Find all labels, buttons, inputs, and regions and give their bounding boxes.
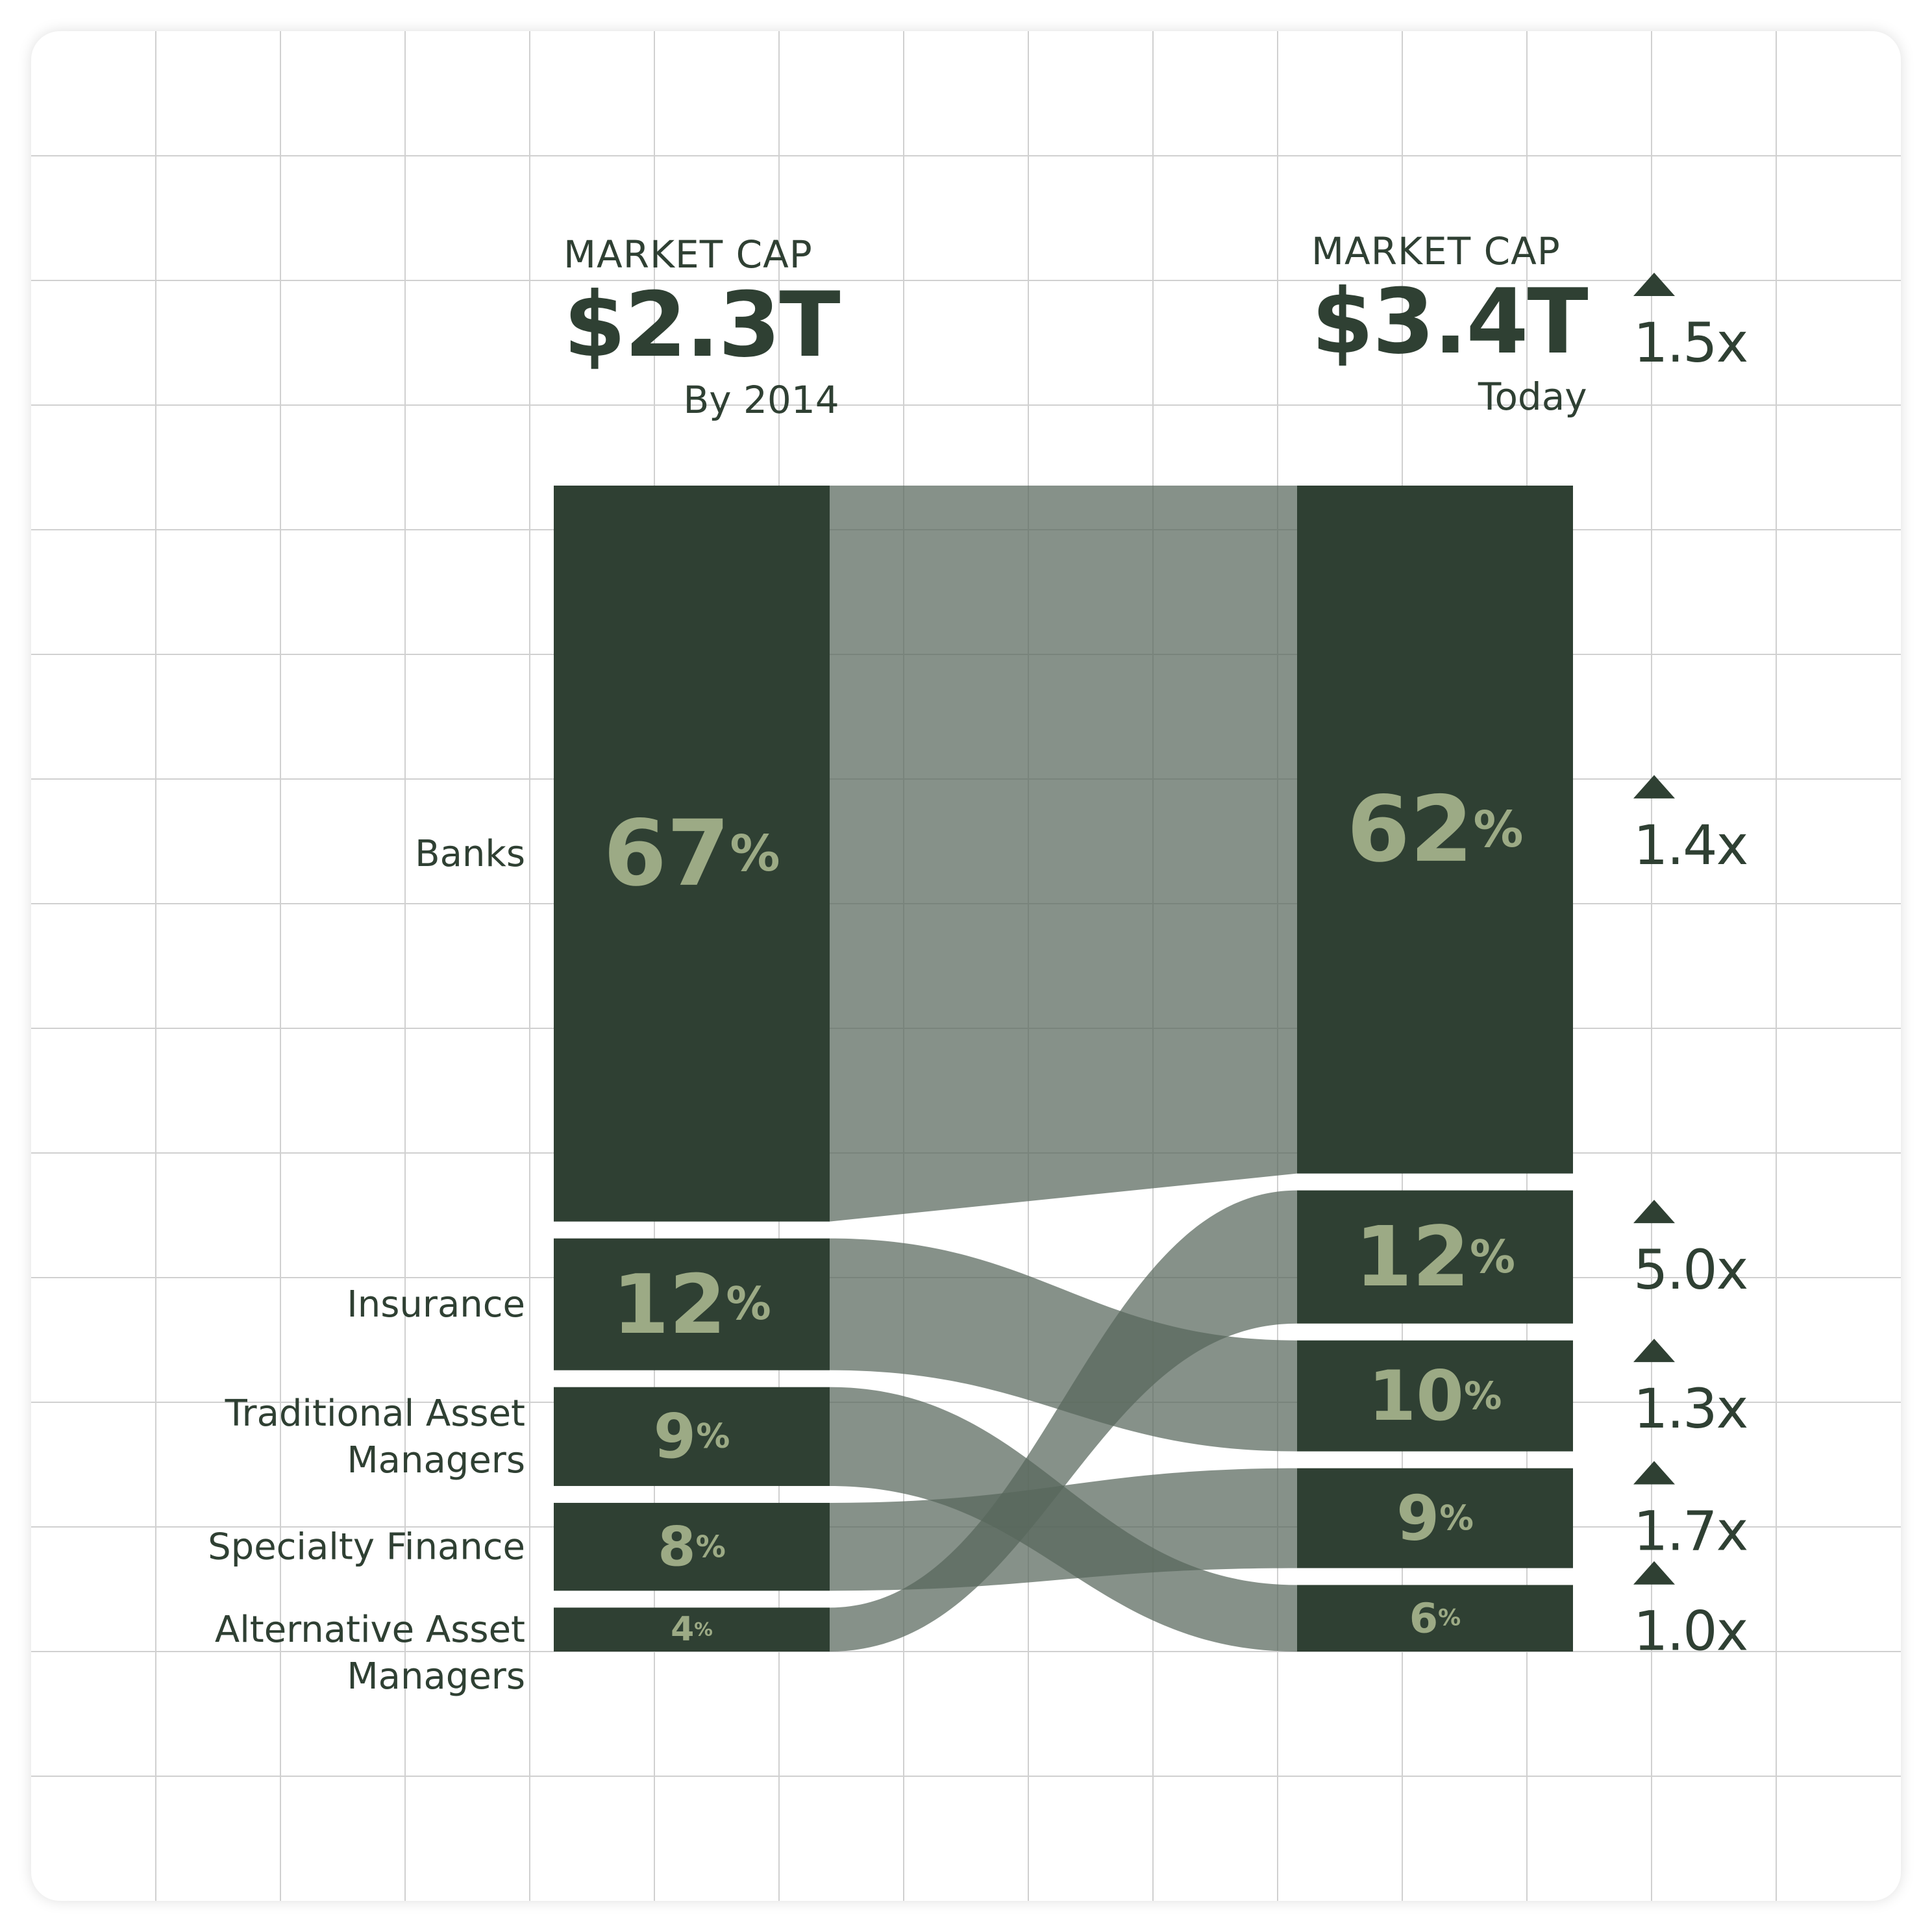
bar-right-traditional-asset-managers bbox=[1297, 1585, 1573, 1652]
growth-specialty-finance-arrow-icon bbox=[1633, 1461, 1675, 1485]
growth-banks-arrow-icon bbox=[1633, 774, 1675, 799]
bar-right-banks bbox=[1297, 486, 1573, 1174]
growth-alternative-asset-managers-arrow-icon bbox=[1633, 1200, 1675, 1224]
right-header: MARKET CAP $3.4T Today bbox=[1311, 229, 1589, 419]
right-market-cap-date: Today bbox=[1478, 375, 1587, 419]
bars bbox=[554, 486, 1573, 1652]
growth-specialty-finance: 1.7x bbox=[1633, 1500, 1747, 1563]
bar-right-specialty-finance bbox=[1297, 1468, 1573, 1568]
left-market-cap-date: By 2014 bbox=[683, 378, 839, 422]
flow-insurance bbox=[830, 1238, 1297, 1452]
right-market-cap-value: $3.4T bbox=[1311, 269, 1589, 374]
category-label-insurance: Insurance bbox=[347, 1283, 525, 1326]
bar-right-insurance bbox=[1297, 1340, 1573, 1452]
flow-bands bbox=[830, 486, 1297, 1652]
category-label-alternative-asset-managers: Alternative Asset Managers bbox=[215, 1609, 525, 1698]
growth-alternative-asset-managers: 5.0x bbox=[1633, 1238, 1747, 1302]
value-right-banks: 62% bbox=[1347, 776, 1524, 882]
bar-left-specialty-finance bbox=[554, 1502, 830, 1591]
value-left-insurance: 12% bbox=[612, 1257, 771, 1352]
bar-left-alternative-asset-managers bbox=[554, 1607, 830, 1652]
labels: 67% 12% 9% 8% 4% 62% 12% 10% 9% 6% Banks Insurance T… bbox=[208, 273, 1748, 1698]
flow-alternative-asset-managers bbox=[830, 1190, 1297, 1652]
value-right-specialty-finance: 9% bbox=[1396, 1482, 1474, 1554]
chart-card: 67% 12% 9% 8% 4% 62% 12% 10% 9% 6% Banks Insurance T… bbox=[31, 31, 1901, 1901]
left-market-cap-label: MARKET CAP bbox=[564, 232, 813, 277]
value-right-alternative-asset-managers: 12% bbox=[1355, 1209, 1515, 1305]
flow-banks bbox=[830, 486, 1297, 1222]
right-market-cap-label: MARKET CAP bbox=[1311, 229, 1561, 273]
category-label-banks: Banks bbox=[415, 832, 525, 874]
growth-traditional-asset-managers-arrow-icon bbox=[1633, 1561, 1675, 1585]
left-header: MARKET CAP $2.3T By 2014 bbox=[564, 232, 841, 422]
sankey-chart: 67% 12% 9% 8% 4% 62% 12% 10% 9% 6% Banks Insurance T… bbox=[31, 31, 1901, 1901]
growth-total: 1.5x bbox=[1633, 311, 1747, 375]
bar-left-traditional-asset-managers bbox=[554, 1387, 830, 1486]
growth-banks: 1.4x bbox=[1633, 813, 1747, 877]
bar-left-banks bbox=[554, 486, 830, 1222]
value-right-insurance: 10% bbox=[1368, 1356, 1502, 1436]
value-left-alternative-asset-managers: 4% bbox=[671, 1610, 713, 1649]
value-left-specialty-finance: 8% bbox=[658, 1515, 726, 1579]
value-right-traditional-asset-managers: 6% bbox=[1409, 1594, 1461, 1642]
value-left-traditional-asset-managers: 9% bbox=[654, 1401, 730, 1472]
growth-insurance: 1.3x bbox=[1633, 1377, 1747, 1441]
left-market-cap-value: $2.3T bbox=[564, 273, 841, 377]
bar-left-insurance bbox=[554, 1238, 830, 1370]
category-label-traditional-asset-managers: Traditional Asset Managers bbox=[225, 1392, 525, 1481]
value-left-banks: 67% bbox=[604, 800, 780, 906]
growth-traditional-asset-managers: 1.0x bbox=[1633, 1600, 1747, 1663]
growth-total-arrow-icon bbox=[1633, 273, 1675, 296]
category-label-specialty-finance: Specialty Finance bbox=[208, 1526, 525, 1568]
bar-right-alternative-asset-managers bbox=[1297, 1190, 1573, 1324]
growth-insurance-arrow-icon bbox=[1633, 1339, 1675, 1363]
